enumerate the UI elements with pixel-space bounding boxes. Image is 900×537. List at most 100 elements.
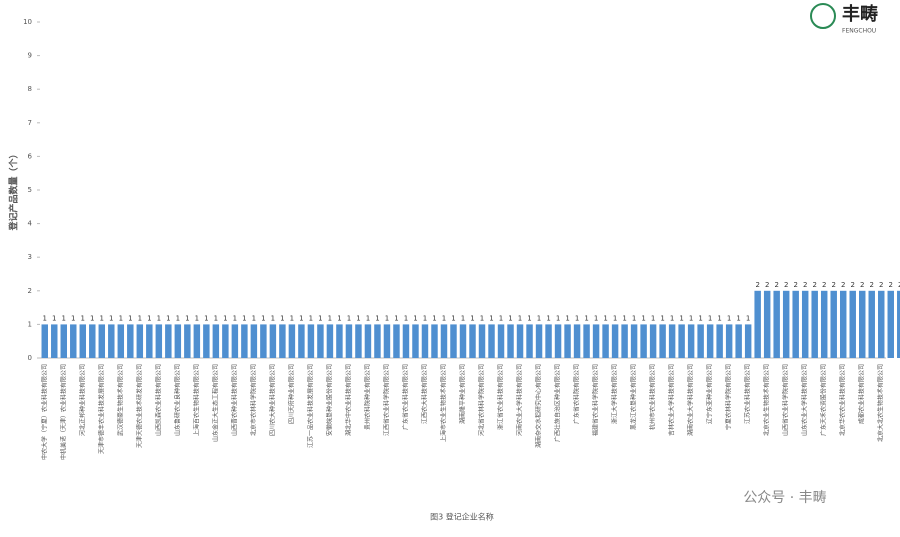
bar [887,290,894,358]
x-tick-label: 天津市德丰农业科技发展有限公司 [97,364,105,454]
value-label: 1 [613,314,617,322]
value-label: 1 [584,314,588,322]
x-tick-label: 吉林农业大学科技有限公司 [668,364,676,436]
x-tick-label: 河南农业大学科技有限公司 [516,364,524,436]
bar [773,290,780,358]
value-label: 1 [575,314,579,322]
value-label: 1 [527,314,531,322]
x-tick-label: 江西省农业科学院有限公司 [382,364,390,436]
logo-sub: FENGCHOU [842,28,876,35]
bar [678,324,685,358]
bar [355,324,362,358]
bar [459,324,467,358]
bar [117,324,125,358]
x-tick-label: 广东省农科院有限公司 [573,364,581,424]
value-label: 1 [223,314,227,322]
value-label: 1 [52,314,56,322]
value-label: 1 [442,314,446,322]
value-label: 1 [746,314,750,322]
logo-name: 丰畴 [842,3,878,25]
bar [70,324,77,358]
bar [184,324,191,358]
bar [269,324,277,358]
value-label: 1 [717,314,721,322]
value-label: 1 [708,314,712,322]
bar [146,324,153,358]
bar [849,290,856,358]
y-tick-label: 8 [28,85,32,93]
y-tick-label: 2 [28,287,32,295]
bar [241,324,248,358]
x-tick-label: 中机美诺（天津）农业科技有限公司 [59,364,67,460]
bar [830,290,837,358]
value-label: 1 [195,314,199,322]
value-label: 1 [499,314,503,322]
bar [878,290,885,358]
value-label: 1 [62,314,66,322]
bar [393,324,400,358]
value-label: 2 [841,281,845,289]
bar [136,324,144,358]
bar [526,324,533,358]
bar [98,324,106,358]
x-tick-label: 山东鲁研农业良种有限公司 [173,364,181,436]
value-label: 1 [556,314,560,322]
value-label: 1 [299,314,303,322]
bar [450,324,457,358]
bar [573,324,581,358]
y-tick-label: 4 [28,220,33,228]
bar [421,324,429,358]
y-tick-label: 5 [28,186,32,194]
value-label: 2 [879,281,883,289]
value-label: 2 [765,281,769,289]
bar [41,324,48,358]
value-label: 1 [100,314,104,322]
value-label: 1 [128,314,132,322]
x-tick-label: 山西晋农种业科技有限公司 [230,364,238,436]
x-tick-label: 湖南隆平种业有限公司 [459,364,467,424]
value-label: 1 [670,314,674,322]
x-tick-label: 北京大北农生物技术有限公司 [877,364,885,442]
bar [897,290,900,358]
value-label: 2 [755,281,759,289]
x-tick-label: 河北省农林科学院有限公司 [478,364,486,436]
value-label: 1 [71,314,75,322]
value-label: 1 [119,314,123,322]
bar [345,324,353,358]
bar [592,324,600,358]
x-tick-label: 湖南农业大学科技有限公司 [687,364,695,436]
x-tick-label: 江苏农业科技有限公司 [744,364,752,424]
value-label: 1 [394,314,398,322]
value-label: 1 [214,314,218,322]
bar [649,324,657,358]
value-label: 1 [518,314,522,322]
bar [127,324,134,358]
value-label: 2 [870,281,874,289]
value-label: 1 [660,314,664,322]
value-label: 1 [603,314,607,322]
y-tick-label: 0 [28,354,32,362]
bar [478,324,486,358]
value-label: 1 [290,314,294,322]
bar [611,324,619,358]
x-tick-label: 贵州农科院种业有限公司 [363,364,371,430]
y-tick-label: 6 [28,152,33,160]
logo-icon [810,3,836,29]
bar [554,324,562,358]
x-tick-label: 广西壮族自治区种业有限公司 [554,364,562,442]
bar [165,324,172,358]
value-label: 2 [898,281,900,289]
bar [668,324,676,358]
value-label: 1 [537,314,541,322]
bar [60,324,67,358]
logo: 丰畴 FENGCHOU [810,3,878,35]
x-tick-label: 广东天禾农资股份有限公司 [820,364,828,436]
value-label: 1 [508,314,512,322]
bar [706,324,714,358]
x-tick-label: 浙江省农业科技有限公司 [497,364,505,430]
value-label: 2 [889,281,893,289]
value-label: 1 [43,314,47,322]
x-tick-label: 山西省农业科学院有限公司 [782,364,790,436]
bar [535,324,543,358]
bar [412,324,419,358]
